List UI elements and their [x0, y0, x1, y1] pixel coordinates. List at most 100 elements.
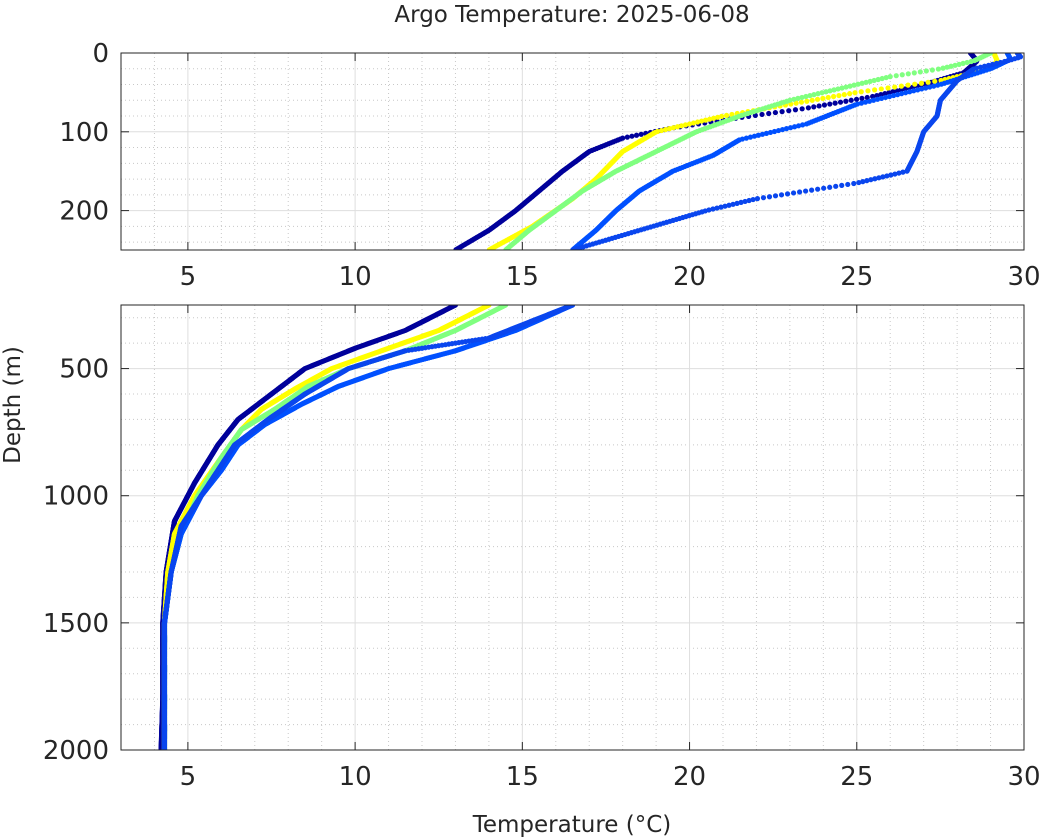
data-point	[805, 105, 811, 111]
data-point	[923, 85, 929, 91]
data-point	[952, 62, 958, 68]
data-point	[903, 90, 909, 96]
data-point	[658, 127, 665, 134]
data-point	[833, 183, 839, 189]
data-point	[932, 78, 938, 84]
data-point	[977, 64, 984, 70]
data-point	[779, 126, 786, 133]
data-point	[803, 93, 809, 100]
data-point	[948, 63, 954, 69]
data-point	[904, 168, 910, 174]
data-point	[855, 81, 861, 87]
data-point	[796, 189, 803, 195]
data-point	[864, 178, 870, 184]
data-point	[819, 90, 825, 96]
data-point	[886, 93, 893, 100]
data-point	[981, 63, 988, 69]
data-point	[911, 70, 917, 76]
data-point	[839, 182, 845, 188]
data-point	[851, 82, 857, 88]
data-point	[699, 118, 705, 124]
data-point	[816, 103, 822, 109]
data-point	[887, 74, 893, 80]
data-point	[722, 203, 728, 209]
data-point	[956, 61, 962, 67]
data-point	[823, 89, 829, 95]
data-point	[779, 109, 785, 115]
data-point	[707, 116, 713, 122]
data-point	[882, 94, 889, 101]
series-4	[161, 305, 576, 750]
data-point	[878, 86, 884, 92]
data-point	[804, 121, 810, 127]
data-point	[742, 198, 748, 205]
data-point	[793, 100, 799, 106]
data-point	[919, 86, 925, 92]
data-point	[875, 76, 881, 83]
data-point	[888, 172, 894, 178]
y-tick-label: 0	[92, 39, 109, 69]
data-point	[694, 119, 701, 125]
data-point	[811, 92, 817, 98]
data-point	[821, 185, 827, 191]
data-point	[503, 247, 509, 250]
series-4	[570, 53, 1024, 250]
data-point	[839, 85, 845, 91]
data-point	[809, 187, 815, 193]
data-point	[726, 202, 732, 208]
data-point	[723, 112, 730, 119]
data-point	[884, 173, 890, 179]
data-point	[814, 96, 821, 102]
data-point	[896, 170, 902, 176]
x-tick-label: 5	[180, 262, 197, 292]
data-point	[827, 184, 833, 190]
data-point	[847, 83, 853, 89]
plot-area	[121, 53, 1024, 250]
data-point	[786, 108, 792, 114]
data-point	[803, 188, 809, 194]
data-point	[778, 192, 785, 198]
data-point	[799, 106, 805, 112]
data-point	[486, 247, 493, 250]
x-tick-label: 10	[339, 262, 372, 292]
data-point	[864, 94, 870, 101]
data-point	[892, 171, 898, 177]
plot-area	[121, 305, 1024, 750]
data-point	[629, 133, 635, 139]
data-point	[847, 91, 853, 97]
chart-title: Argo Temperature: 2025-06-08	[394, 2, 749, 28]
data-point	[791, 96, 797, 102]
data-point	[859, 80, 865, 86]
data-point	[845, 181, 851, 188]
y-tick-label: 200	[59, 197, 109, 227]
data-point	[766, 194, 773, 200]
data-point	[738, 199, 744, 205]
data-point	[860, 179, 866, 185]
data-point	[799, 94, 805, 101]
data-point	[856, 179, 862, 186]
data-point	[989, 61, 996, 67]
data-point	[883, 74, 889, 81]
data-point	[686, 121, 693, 127]
data-point	[863, 79, 869, 85]
data-point	[759, 111, 765, 118]
data-point	[935, 82, 941, 88]
data-point	[718, 204, 724, 210]
data-point	[837, 99, 844, 105]
data-point	[892, 84, 898, 90]
data-point	[1002, 58, 1008, 65]
data-point	[917, 69, 923, 75]
data-point	[674, 124, 681, 130]
data-point	[715, 114, 721, 120]
data-point	[711, 115, 717, 121]
data-point	[734, 200, 740, 206]
data-point	[767, 129, 774, 136]
data-point	[772, 109, 779, 116]
data-point	[820, 95, 826, 101]
data-point	[931, 83, 937, 89]
data-point	[915, 87, 921, 93]
data-point	[865, 88, 871, 94]
data-point	[848, 97, 854, 103]
